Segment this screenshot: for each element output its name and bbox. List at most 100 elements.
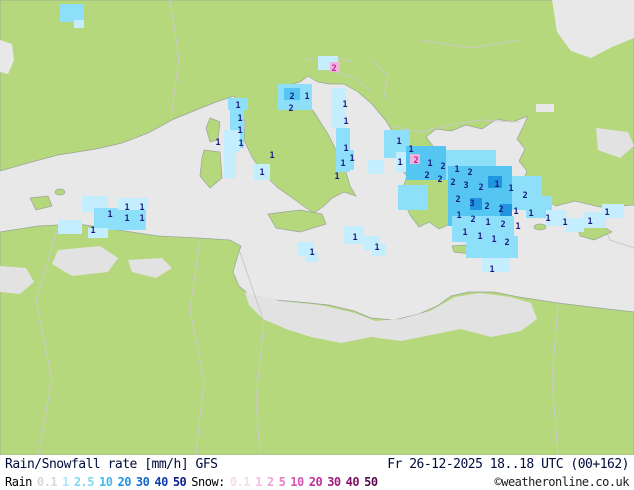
precip-value-label: 3 xyxy=(469,199,474,209)
precip-value-label: 1 xyxy=(587,217,592,227)
snow-scale-value: 10 xyxy=(290,475,304,489)
precip-cell-l1 xyxy=(546,210,566,226)
island-mallorca xyxy=(29,195,53,211)
precip-cell-l1 xyxy=(332,88,346,128)
precip-value-label: 1 xyxy=(397,158,402,168)
land-africa xyxy=(0,223,634,455)
precip-cell-d xyxy=(470,198,482,210)
precip-cell-l2 xyxy=(526,196,552,218)
border-libya-egypt xyxy=(551,303,559,455)
precip-cell-l1 xyxy=(584,212,606,228)
country-borders xyxy=(35,0,634,455)
snow-scale-value: 40 xyxy=(345,475,360,489)
rain-scale-label: Rain xyxy=(5,475,32,489)
precip-value-label: 1 xyxy=(343,144,348,154)
precip-cell-l1 xyxy=(58,220,82,234)
snow-scale-value: 30 xyxy=(327,475,341,489)
footer: Rain/Snowfall rate [mm/h] GFS Fr 26-12-2… xyxy=(0,455,634,490)
precip-value-label: 2 xyxy=(413,156,418,166)
precip-cell-p xyxy=(330,62,340,72)
footer-legend-row: Rain 0.1 1 2.5 10 20 30 40 50 Snow: 0.1 1 2 5 10 20 3… xyxy=(5,475,629,489)
sea-marmara xyxy=(536,104,554,112)
precip-cell-l1 xyxy=(482,258,510,272)
light-precip-layer xyxy=(0,128,634,343)
snow-scale-value: 5 xyxy=(278,475,286,489)
precip-value-label: 2 xyxy=(498,205,503,215)
precip-value-label: 1 xyxy=(139,203,144,213)
rain-scale-value: 40 xyxy=(154,475,168,489)
precip-value-label: 1 xyxy=(342,100,347,110)
precip-value-label: 1 xyxy=(304,92,309,102)
rain-scale-value: 30 xyxy=(135,475,150,489)
border-fr-it xyxy=(169,0,180,119)
precip-value-label: 1 xyxy=(408,145,413,155)
precip-value-label: 1 xyxy=(237,114,242,124)
precip-cell-l2 xyxy=(60,4,84,22)
precip-value-label: 1 xyxy=(139,214,144,224)
precip-value-label: 1 xyxy=(259,168,264,178)
map-title: Rain/Snowfall rate [mm/h] GFS xyxy=(5,457,218,472)
precip-cell-l1 xyxy=(224,130,240,152)
grey-precip-algeria-1 xyxy=(52,246,118,276)
precip-value-label: 3 xyxy=(463,181,468,191)
border-balkans-3 xyxy=(371,59,389,99)
grey-precip-morocco xyxy=(0,266,34,294)
rain-scale-value: 50 xyxy=(172,475,187,489)
precip-cell-l1 xyxy=(74,20,84,28)
precip-value-label: 1 xyxy=(462,228,467,238)
precip-value-label: 1 xyxy=(491,235,496,245)
precip-cell-l2 xyxy=(466,236,518,258)
precip-value-label: 2 xyxy=(504,238,509,248)
precip-value-label: 1 xyxy=(528,209,533,219)
precip-value-label: 2 xyxy=(484,202,489,212)
precip-cell-l1 xyxy=(88,228,108,238)
precip-value-label: 1 xyxy=(124,203,129,213)
precip-value-label: 2 xyxy=(478,183,483,193)
precip-value-label: 1 xyxy=(545,214,550,224)
precip-value-label: 2 xyxy=(424,171,429,181)
precip-value-label: 1 xyxy=(515,222,520,232)
precip-cell-l2 xyxy=(336,150,354,170)
border-algeria-tunisia xyxy=(189,239,205,455)
precip-cell-d xyxy=(488,176,502,188)
border-morocco-algeria xyxy=(35,227,59,455)
precip-cell-l1 xyxy=(344,226,364,244)
precip-value-label: 2 xyxy=(455,195,460,205)
precip-cell-l1 xyxy=(306,252,318,262)
precip-cell-l2 xyxy=(398,185,428,210)
island-corsica xyxy=(205,117,221,143)
precip-value-label: 1 xyxy=(309,248,314,258)
grey-precip-anatolia xyxy=(596,128,634,158)
precip-value-label: 1 xyxy=(215,138,220,148)
precip-value-label: 1 xyxy=(456,211,461,221)
precip-value-label: 2 xyxy=(522,191,527,201)
precip-value-label: 1 xyxy=(374,243,379,253)
precip-value-label: 2 xyxy=(437,175,442,185)
precip-value-label: 1 xyxy=(352,233,357,243)
snow-scale-value: 50 xyxy=(364,475,378,489)
precip-value-label: 1 xyxy=(238,139,243,149)
precip-value-label: 1 xyxy=(604,208,609,218)
copyright: ©weatheronline.co.uk xyxy=(494,475,630,489)
precip-value-label: 2 xyxy=(470,215,475,225)
precip-value-label: 2 xyxy=(467,168,472,178)
precip-value-label: 1 xyxy=(235,101,240,111)
rain-scale-value: 0.1 xyxy=(36,475,58,489)
border-balkans-2 xyxy=(329,69,373,93)
precip-cell-l1 xyxy=(224,148,236,178)
island-sicily xyxy=(267,209,327,233)
snow-scale-value: 20 xyxy=(308,475,323,489)
border-danube xyxy=(419,39,521,49)
rain-scale: 0.1 1 2.5 10 20 30 40 50 xyxy=(37,475,191,489)
precip-value-label: 1 xyxy=(349,154,354,164)
rain-scale-value: 2.5 xyxy=(73,475,95,489)
precip-value-label: 2 xyxy=(288,104,293,114)
precip-value-label: 1 xyxy=(269,151,274,161)
precip-layer xyxy=(58,4,624,272)
precip-value-label: 1 xyxy=(562,218,567,228)
precip-value-label: 1 xyxy=(489,265,494,275)
island-sardinia xyxy=(199,149,223,189)
